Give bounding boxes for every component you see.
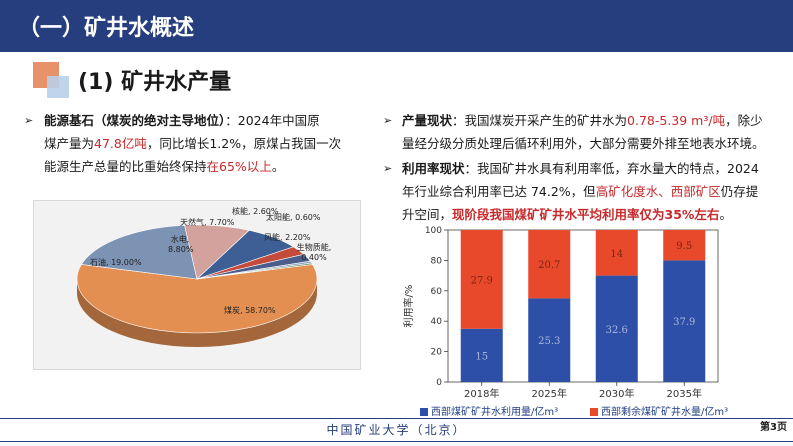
right-p1-line-1: 产量现状：我国煤炭开采产生的矿井水为0.78-5.39 m³/吨，除少 bbox=[402, 109, 792, 132]
right-paragraph-2: 利用率现状：我国矿井水具有利用率低，弃水量大的特点，2024 年行业综合利用率已… bbox=[402, 157, 792, 226]
mine-water-range-highlight: 0.78-5.39 m³/吨 bbox=[627, 113, 726, 128]
right-p2-line-2: 年行业综合利用率已达 74.2%，但高矿化度水、西部矿区仍存提 bbox=[402, 180, 792, 203]
right-p2-line-1: 利用率现状：我国矿井水具有利用率低，弃水量大的特点，2024 bbox=[402, 157, 792, 180]
y-tick-label: 20 bbox=[431, 348, 443, 358]
y-tick-label: 0 bbox=[436, 378, 442, 388]
bar-value-label: 32.6 bbox=[606, 325, 628, 336]
pie-label-oil: 石油, 19.00% bbox=[90, 258, 142, 267]
footer-rule-bottom bbox=[0, 441, 793, 442]
right-p1-line-1-post: ，除少 bbox=[725, 113, 763, 128]
section-subtitle: (1) 矿井水产量 bbox=[78, 70, 232, 95]
plot-frame bbox=[447, 229, 719, 383]
right-paragraph-1: 产量现状：我国煤炭开采产生的矿井水为0.78-5.39 m³/吨，除少 量经分级… bbox=[402, 109, 792, 155]
right-p2-line-3: 升空间，现阶段我国煤矿矿井水平均利用率仅为35%左右。 bbox=[402, 203, 792, 226]
legend-swatch-red bbox=[590, 408, 598, 416]
left-line-2-pre: 煤产量为 bbox=[44, 136, 95, 151]
legend-item-remaining: 西部剩余煤矿矿井水量/亿m³ bbox=[590, 403, 728, 418]
y-axis-label: 利用率/% bbox=[402, 285, 415, 328]
bar-utilized bbox=[528, 298, 571, 382]
utilization-rate-highlight: 现阶段我国煤矿矿井水平均利用率仅为35%左右 bbox=[452, 207, 720, 222]
footer-rule bbox=[0, 418, 793, 419]
pie-label-nuclear: 核能, 2.60% bbox=[232, 207, 279, 216]
pie-chart-svg bbox=[76, 224, 318, 347]
y-tick-label: 100 bbox=[425, 226, 442, 236]
x-tick-label: 2025年 bbox=[532, 387, 567, 400]
left-label: 能源基石（煤炭的绝对主导地位） bbox=[44, 113, 226, 128]
x-tick-label: 2030年 bbox=[599, 387, 634, 400]
left-line-2-post: ，同比增长1.2%，原煤占我国一次 bbox=[146, 136, 342, 151]
bar-utilized bbox=[460, 328, 503, 382]
left-line-3-pre: 能源生产总量的比重始终保持 bbox=[44, 159, 207, 174]
bar-value-label: 37.9 bbox=[673, 317, 695, 328]
bar-utilized bbox=[595, 275, 638, 382]
right-p1-label: 产量现状 bbox=[402, 113, 453, 128]
pie-label-coal: 煤炭, 58.70% bbox=[224, 306, 276, 315]
bar-value-label: 9.5 bbox=[676, 241, 692, 252]
pie-slice bbox=[76, 264, 318, 334]
x-tick-label: 2018年 bbox=[464, 387, 499, 400]
header-bar: （一）矿井水概述 bbox=[0, 0, 793, 52]
pie-slice bbox=[196, 262, 314, 280]
pie-label-solar: 太阳能, 0.60% bbox=[266, 213, 321, 222]
right-p2-line-3-post: 。 bbox=[719, 207, 732, 222]
left-line-1: 能源基石（煤炭的绝对主导地位）：2024年中国原 bbox=[44, 109, 374, 132]
bar-remaining bbox=[595, 230, 638, 276]
right-p2-label: 利用率现状 bbox=[402, 161, 465, 176]
pie-label-biomass: 生物质能, 0.40% bbox=[296, 243, 332, 262]
y-tick-label: 80 bbox=[431, 256, 443, 266]
pie-slice-side bbox=[77, 279, 317, 347]
bar-value-label: 14 bbox=[610, 249, 623, 260]
legend-item-utilization: 西部煤矿矿井水利用量/亿m³ bbox=[420, 403, 558, 418]
pie-label-hydro: 水电, 8.80% bbox=[168, 235, 194, 254]
right-p2-line-3-pre: 升空间， bbox=[402, 207, 453, 222]
left-line-3-post: 。 bbox=[271, 159, 285, 174]
page-number: 第3页 bbox=[760, 422, 787, 433]
y-tick-label: 40 bbox=[431, 317, 443, 327]
bullet-arrow-icon: ➢ bbox=[24, 114, 34, 127]
bar-utilized bbox=[663, 260, 706, 382]
pie-label-gas: 天然气, 7.70% bbox=[180, 218, 235, 227]
y-tick-label: 60 bbox=[431, 287, 443, 297]
right-p2-line-1-text: ：我国矿井水具有利用率低，弃水量大的特点，2024 bbox=[464, 161, 759, 176]
bar-remaining bbox=[663, 230, 706, 261]
left-line-1-text: ：2024年中国原 bbox=[225, 113, 320, 128]
legend-label-utilization: 西部煤矿矿井水利用量/亿m³ bbox=[431, 407, 559, 418]
bar-remaining bbox=[460, 230, 503, 329]
page-title: （一）矿井水概述 bbox=[18, 16, 195, 41]
utilization-bar-chart: 0 20 40 60 80 100 利用率/% 15 27.9 2018年 25.3 20.7 2025… bbox=[402, 226, 719, 400]
bar-value-label: 27.9 bbox=[471, 275, 493, 286]
right-p2-line-2-post: 仍存提 bbox=[720, 184, 759, 199]
pie-slice bbox=[80, 224, 198, 280]
bullet-arrow-icon: ➢ bbox=[383, 114, 393, 127]
bar-value-label: 25.3 bbox=[538, 336, 560, 347]
energy-pie-chart: 天然气, 7.70% 核能, 2.60% 太阳能, 0.60% 风能, 2.20… bbox=[33, 200, 361, 370]
footer-university: 中国矿业大学（北京） bbox=[326, 423, 467, 437]
coal-share-highlight: 在65%以上 bbox=[206, 159, 272, 174]
left-line-2: 煤产量为47.8亿吨，同比增长1.2%，原煤占我国一次 bbox=[44, 132, 374, 155]
west-mining-highlight: 高矿化度水、西部矿区 bbox=[595, 184, 721, 199]
legend-label-remaining: 西部剩余煤矿矿井水量/亿m³ bbox=[601, 407, 729, 418]
bar-remaining bbox=[528, 230, 571, 299]
right-p1-line-1-pre: ：我国煤炭开采产生的矿井水为 bbox=[452, 113, 628, 128]
bar-value-label: 20.7 bbox=[538, 260, 560, 271]
coal-output-highlight: 47.8亿吨 bbox=[94, 136, 147, 151]
right-p1-line-2: 量经分级分质处理后循环利用外，大部分需要外排至地表水环境。 bbox=[402, 136, 765, 151]
legend-swatch-blue bbox=[420, 408, 428, 416]
pie-label-wind: 风能, 2.20% bbox=[264, 233, 311, 242]
bar-value-label: 15 bbox=[475, 351, 488, 362]
right-p2-line-2-pre: 年行业综合利用率已达 74.2%，但 bbox=[402, 184, 596, 199]
left-paragraph: 能源基石（煤炭的绝对主导地位）：2024年中国原 煤产量为47.8亿吨，同比增长… bbox=[44, 109, 374, 178]
decor-square-blue bbox=[47, 76, 69, 98]
left-line-3: 能源生产总量的比重始终保持在65%以上。 bbox=[44, 155, 374, 178]
bullet-arrow-icon: ➢ bbox=[383, 162, 393, 175]
x-tick-label: 2035年 bbox=[667, 387, 702, 400]
